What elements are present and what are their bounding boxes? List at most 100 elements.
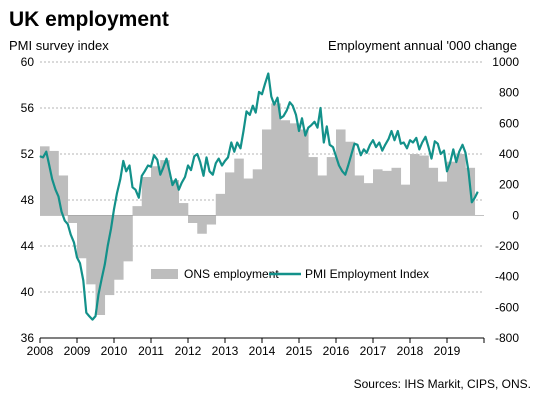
pmi-data-point [351, 153, 353, 155]
pmi-data-point [107, 245, 109, 247]
x-tick-label: 2017 [360, 344, 387, 358]
ons-employment-bar [215, 193, 226, 216]
ons-employment-bar [382, 170, 392, 216]
pmi-data-point [116, 192, 118, 194]
pmi-data-point [403, 142, 405, 143]
pmi-data-point [240, 147, 242, 149]
pmi-data-point [55, 189, 57, 191]
pmi-data-point [45, 151, 47, 153]
ons-employment-bar [317, 175, 328, 216]
pmi-data-point [326, 125, 328, 127]
pmi-data-point [381, 150, 383, 152]
pmi-data-point [221, 165, 223, 166]
pmi-data-point [88, 315, 90, 317]
pmi-data-point [245, 110, 247, 112]
pmi-data-point [277, 97, 279, 99]
pmi-data-point [335, 155, 337, 157]
ons-employment-bar [40, 146, 50, 216]
pmi-data-point [218, 158, 220, 160]
pmi-data-point [298, 130, 300, 132]
x-tick-label: 2010 [101, 344, 128, 358]
pmi-data-point [437, 143, 439, 145]
x-tick-label: 2013 [212, 344, 239, 358]
pmi-data-point [175, 178, 177, 180]
pmi-data-point [42, 156, 44, 158]
pmi-data-point [101, 277, 103, 279]
pmi-data-point [329, 144, 331, 146]
right-tick-label: 400 [499, 147, 519, 161]
x-tick-label: 2008 [27, 344, 54, 358]
pmi-data-point [332, 146, 334, 148]
ons-employment-bar [225, 172, 235, 216]
pmi-data-point [440, 153, 442, 155]
left-axis-title: PMI survey index [9, 38, 109, 53]
ons-employment-bar [252, 169, 263, 216]
pmi-data-point [70, 234, 72, 235]
left-tick-label: 60 [21, 55, 35, 69]
pmi-data-point [138, 197, 140, 199]
ons-employment-bar [271, 103, 281, 216]
pmi-data-point [236, 142, 238, 143]
pmi-data-point [310, 124, 312, 126]
pmi-data-point [452, 148, 454, 150]
pmi-data-point [319, 107, 321, 109]
right-tick-label: 1000 [492, 55, 519, 69]
pmi-data-point [122, 160, 124, 162]
ons-employment-bar [419, 155, 429, 216]
ons-employment-bar [67, 215, 78, 223]
pmi-data-point [196, 153, 198, 155]
right-tick-label: 600 [499, 116, 519, 130]
pmi-data-point [60, 211, 62, 212]
pmi-data-point [178, 189, 180, 191]
pmi-data-point [48, 165, 50, 166]
ons-employment-bar [428, 167, 439, 216]
pmi-data-point [76, 257, 78, 258]
pmi-data-point [252, 105, 254, 107]
pmi-data-point [113, 208, 115, 210]
pmi-data-point [388, 138, 390, 140]
pmi-data-point [51, 178, 53, 180]
chart-title: UK employment [9, 8, 169, 31]
pmi-data-point [465, 152, 466, 154]
pmi-data-point [261, 93, 263, 95]
pmi-data-point [406, 147, 408, 149]
left-tick-label: 36 [21, 331, 35, 345]
pmi-data-point [129, 165, 131, 166]
x-tick-label: 2015 [286, 344, 313, 358]
pmi-data-point [199, 161, 201, 163]
pmi-data-point [455, 161, 457, 163]
ons-employment-bar [123, 215, 133, 262]
pmi-data-point [280, 117, 281, 119]
pmi-data-point [97, 293, 99, 295]
pmi-data-point [474, 197, 476, 199]
pmi-data-point [292, 105, 294, 107]
x-tick-label: 2011 [138, 344, 164, 358]
pmi-data-point [301, 117, 303, 119]
pmi-data-point [141, 175, 143, 177]
pmi-data-point [208, 170, 210, 172]
pmi-data-point [477, 191, 479, 193]
pmi-data-point [391, 130, 392, 132]
ons-employment-bar [114, 215, 124, 280]
right-tick-label: 800 [499, 86, 519, 100]
x-tick-label: 2012 [175, 344, 202, 358]
pmi-data-point [39, 155, 41, 157]
pmi-data-point [471, 201, 473, 203]
right-axis-ticks: -800 -600 -400 -200 0 200 400 600 800 1000 [492, 55, 519, 345]
pmi-data-point [258, 91, 260, 93]
ons-employment-bar [326, 157, 337, 216]
pmi-data-point [153, 154, 155, 156]
ons-employment-bar [178, 203, 189, 216]
pmi-data-point [184, 176, 186, 178]
pmi-data-point [400, 143, 402, 145]
ons-employment-bar [86, 215, 96, 285]
ons-employment-bar [289, 123, 300, 216]
pmi-data-point [378, 142, 380, 143]
pmi-data-point [104, 263, 106, 265]
right-tick-label: 0 [512, 208, 519, 222]
pmi-data-point [67, 223, 69, 225]
ons-employment-bar [410, 154, 420, 216]
ons-employment-bar [188, 215, 198, 223]
x-axis: 2008 2009 2010 2011 2012 2013 2014 2015 2016 2017… [27, 337, 485, 358]
pmi-data-point [144, 170, 146, 172]
